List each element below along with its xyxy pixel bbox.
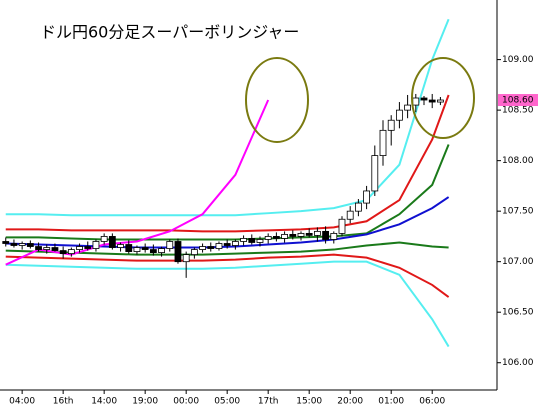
x-tick-label: 15:00 [296,397,322,407]
candle-body [141,247,149,250]
y-tick-label: 107.50 [502,207,534,217]
y-tick-label: 109.00 [502,55,534,65]
candle-body [305,232,313,236]
band-line [5,253,450,298]
candle-body [190,249,198,256]
candle-body [133,247,141,252]
x-tick-label: 01:00 [378,397,404,407]
band-line [5,18,450,217]
candle-body [51,247,59,251]
y-tick-label: 106.50 [502,308,534,318]
candle-body [182,254,190,263]
candle-body [108,236,116,248]
candle-body [330,232,338,240]
band-line [5,94,450,233]
candle-body [149,249,157,253]
last-price-label: 108.60 [502,96,534,106]
candle-body [223,243,231,246]
candle-body [207,246,215,249]
candle-body [396,109,403,121]
candle-body [174,241,182,263]
candle-body [125,244,133,252]
candle-body [379,129,387,156]
candle-body [256,239,264,243]
candle-body [2,241,10,244]
candle-body [35,246,42,250]
candle-body [281,234,288,239]
candle-body [166,241,174,249]
candle-body [322,230,329,240]
candle-body [420,97,428,101]
candle-body [289,234,297,237]
candle-body [338,218,346,234]
candle-body [199,246,206,250]
plot-area [2,18,450,348]
candle-body [354,202,362,212]
candle-body [26,243,34,247]
candle-body [18,243,26,246]
highlight-circle [411,57,475,139]
candle-body [10,243,18,246]
candle-body [231,241,239,246]
candle-body [346,210,354,220]
x-tick-label: 05:00 [214,397,240,407]
candle-body [59,250,67,255]
candle-body [43,247,51,250]
candle-body [272,236,280,239]
x-tick-label: 06:00 [419,397,445,407]
candle-body [240,238,247,242]
candle-body [76,246,83,250]
candle-body [313,230,321,236]
chart-title: ドル円60分足スーパーボリンジャー [40,23,299,42]
x-tick-label: 14:00 [91,397,117,407]
candle-body [100,236,108,242]
candle-body [67,249,75,255]
candle-body [371,155,379,192]
candle-body [428,99,436,103]
candle-body [297,232,305,237]
last-price-box [498,94,538,107]
x-tick-label: 04:00 [9,397,35,407]
candle-body [84,246,92,249]
y-tick-label: 106.00 [502,358,534,368]
candle-body [264,236,272,240]
band-line [5,241,449,256]
y-tick-label: 107.00 [502,257,534,267]
band-line [5,99,270,266]
candle-body [248,238,256,243]
candle-body [437,99,444,103]
highlight-circle [245,57,309,143]
y-tick-label: 108.50 [502,106,534,116]
candle-body [158,248,165,253]
x-tick-label: 16th [53,397,74,407]
candle-body [215,243,223,249]
x-tick-label: 17th [258,397,279,407]
candle-body [404,104,412,111]
candle-body [92,241,100,249]
x-tick-label: 20:00 [337,397,363,407]
x-tick-label: 00:00 [173,397,199,407]
x-tick-label: 19:00 [132,397,158,407]
candle-body [363,190,370,204]
candle-body [412,97,420,106]
y-tick-label: 108.00 [502,156,534,166]
candle-body [387,119,395,131]
candle-body [117,244,124,248]
band-line [5,260,450,348]
